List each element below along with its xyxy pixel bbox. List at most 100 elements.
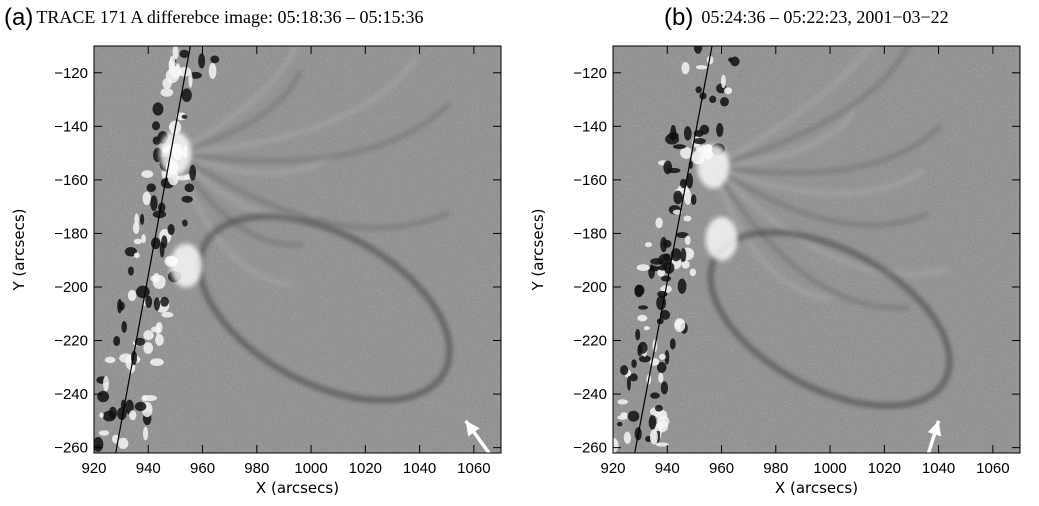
arrow-head [465,420,480,437]
speckle [613,437,619,453]
dark-loop [196,213,453,404]
bright-region [159,131,192,176]
speckle [655,442,670,447]
speckle [659,353,666,360]
speckle [127,266,134,276]
y-axis-title: Y (arcsecs) [529,208,547,291]
speckle [672,209,682,215]
speckle [181,195,193,203]
x-tick-label: 1020 [349,460,382,477]
y-tick-label: −120 [573,65,607,82]
panel-a-title-text: TRACE 171 A differebce image: 05:18:36 –… [36,7,424,27]
speckle [730,56,740,67]
loop-arc [711,164,948,277]
speckle [210,55,220,64]
speckle [134,401,147,412]
speckle [657,268,666,277]
speckle [660,309,671,320]
panel-a-letter: (a) [4,4,34,31]
speckle [660,275,672,282]
speckle [627,410,640,422]
speckle [658,372,664,383]
speckle [124,246,137,257]
loop-arc [713,109,857,169]
speckle [94,436,104,452]
speckle [168,66,183,77]
speckle [673,190,683,205]
speckle [638,355,651,363]
panel-a-figure: 920 940 960 980 1000 1020 1040 1060 −120 −140 −160… [10,45,502,497]
y-tick-label: −120 [54,65,88,82]
y-tick-label: −160 [573,172,607,189]
speckle [150,237,161,250]
speckle [172,46,179,60]
loop-arc [174,69,303,156]
panel-a: (a) TRACE 171 A differebce image: 05:18:3… [4,4,502,497]
y-tick-label: −200 [573,279,607,296]
speckle [143,426,149,441]
speckle [720,96,729,107]
speckle [650,392,660,399]
speckle [716,123,724,138]
speckle [159,241,165,258]
x-tick-label: 1040 [403,460,436,477]
x-tick-label: 980 [763,460,788,477]
x-tick-label: 940 [655,460,680,477]
difference-image [94,46,501,453]
speckle [681,260,690,269]
speckle [141,170,154,179]
x-tick-label: 960 [709,460,734,477]
speckle [617,399,628,405]
speckle [98,430,110,436]
speckle [127,289,137,302]
panel-b: (b) 05:24:36 – 05:22:23, 2001−03−22 920 94… [519,0,1039,506]
speckle [143,330,154,341]
speckle [636,264,651,271]
speckle [724,87,733,95]
loop-fan [711,46,948,311]
loop-arc [712,46,875,169]
loop-arc [711,165,910,311]
speckle [133,252,140,259]
speckle [623,431,632,444]
speckle [657,415,670,428]
speckle [146,183,156,192]
loop-arc [175,56,419,156]
speckle [631,359,637,368]
x-tick-label: 980 [244,460,269,477]
speckle [680,248,687,263]
speckle [184,183,195,193]
bright-region [705,216,738,261]
speckle [658,253,672,267]
loop-arc [712,164,925,197]
speckle [134,337,146,346]
speckle [145,295,153,308]
speckle [693,46,703,54]
y-tick-label: −240 [54,386,88,403]
x-tick-label: 940 [136,460,161,477]
speckle [151,121,161,131]
speckle [655,217,663,229]
speckle [182,219,188,227]
speckle [167,224,175,236]
speckle [103,376,109,392]
speckle [143,342,154,355]
speckle [657,265,668,271]
speckle [676,232,689,239]
speckle [97,391,110,403]
y-tick-label: −180 [54,225,88,242]
x-axis-title: X (arcsecs) [256,479,339,497]
speckle [189,164,197,181]
speckle [150,195,158,212]
speckle [644,242,652,248]
x-tick-label: 1060 [457,460,490,477]
speckle [179,49,190,58]
speckle [683,189,692,205]
x-tick-label: 920 [81,460,106,477]
panel-b-figure: 920 940 960 980 1000 1020 1040 1060 −120 −140 −160… [529,45,1021,497]
loop-arc [712,164,930,228]
speckle [135,285,150,299]
speckle [637,344,643,357]
speckle [629,373,638,382]
y-tick-label: −160 [54,172,88,189]
